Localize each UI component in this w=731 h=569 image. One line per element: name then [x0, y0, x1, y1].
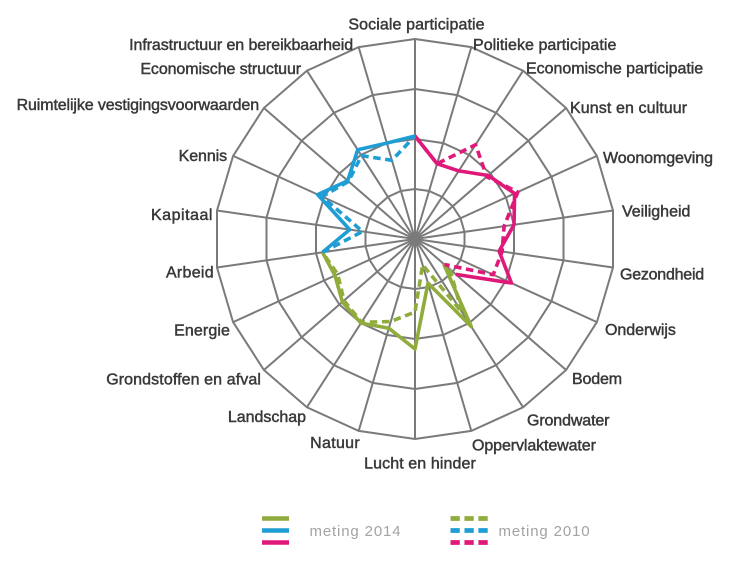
svg-text:Kunst en cultuur: Kunst en cultuur	[570, 100, 688, 117]
svg-text:Natuur: Natuur	[310, 435, 360, 452]
svg-text:Energie: Energie	[174, 323, 230, 340]
svg-text:Sociale participatie: Sociale participatie	[348, 17, 484, 34]
svg-text:Veiligheid: Veiligheid	[622, 204, 690, 221]
svg-text:Bodem: Bodem	[572, 371, 622, 388]
svg-text:meting 2014: meting 2014	[310, 523, 402, 540]
svg-text:Politieke participatie: Politieke participatie	[473, 37, 616, 54]
svg-text:Arbeid: Arbeid	[166, 265, 214, 282]
svg-text:Oppervlaktewater: Oppervlaktewater	[472, 438, 597, 455]
svg-text:Economische participatie: Economische participatie	[526, 61, 703, 78]
svg-text:Grondwater: Grondwater	[527, 413, 610, 430]
svg-text:Economische structuur: Economische structuur	[140, 61, 301, 78]
svg-text:Gezondheid: Gezondheid	[620, 267, 704, 284]
svg-text:Ruimtelijke vestigingsvoorwaar: Ruimtelijke vestigingsvoorwaarden	[17, 97, 259, 114]
svg-text:Onderwijs: Onderwijs	[605, 322, 676, 339]
svg-text:Kennis: Kennis	[179, 148, 227, 165]
svg-text:Grondstoffen en afval: Grondstoffen en afval	[106, 372, 261, 389]
svg-text:Woonomgeving: Woonomgeving	[603, 150, 713, 167]
svg-text:Infrastructuur en bereikbaarhe: Infrastructuur en bereikbaarheid	[129, 37, 353, 54]
svg-text:Landschap: Landschap	[228, 409, 306, 426]
svg-text:Kapitaal: Kapitaal	[151, 207, 213, 224]
svg-text:Lucht en hinder: Lucht en hinder	[364, 456, 476, 473]
svg-text:meting 2010: meting 2010	[499, 523, 591, 540]
